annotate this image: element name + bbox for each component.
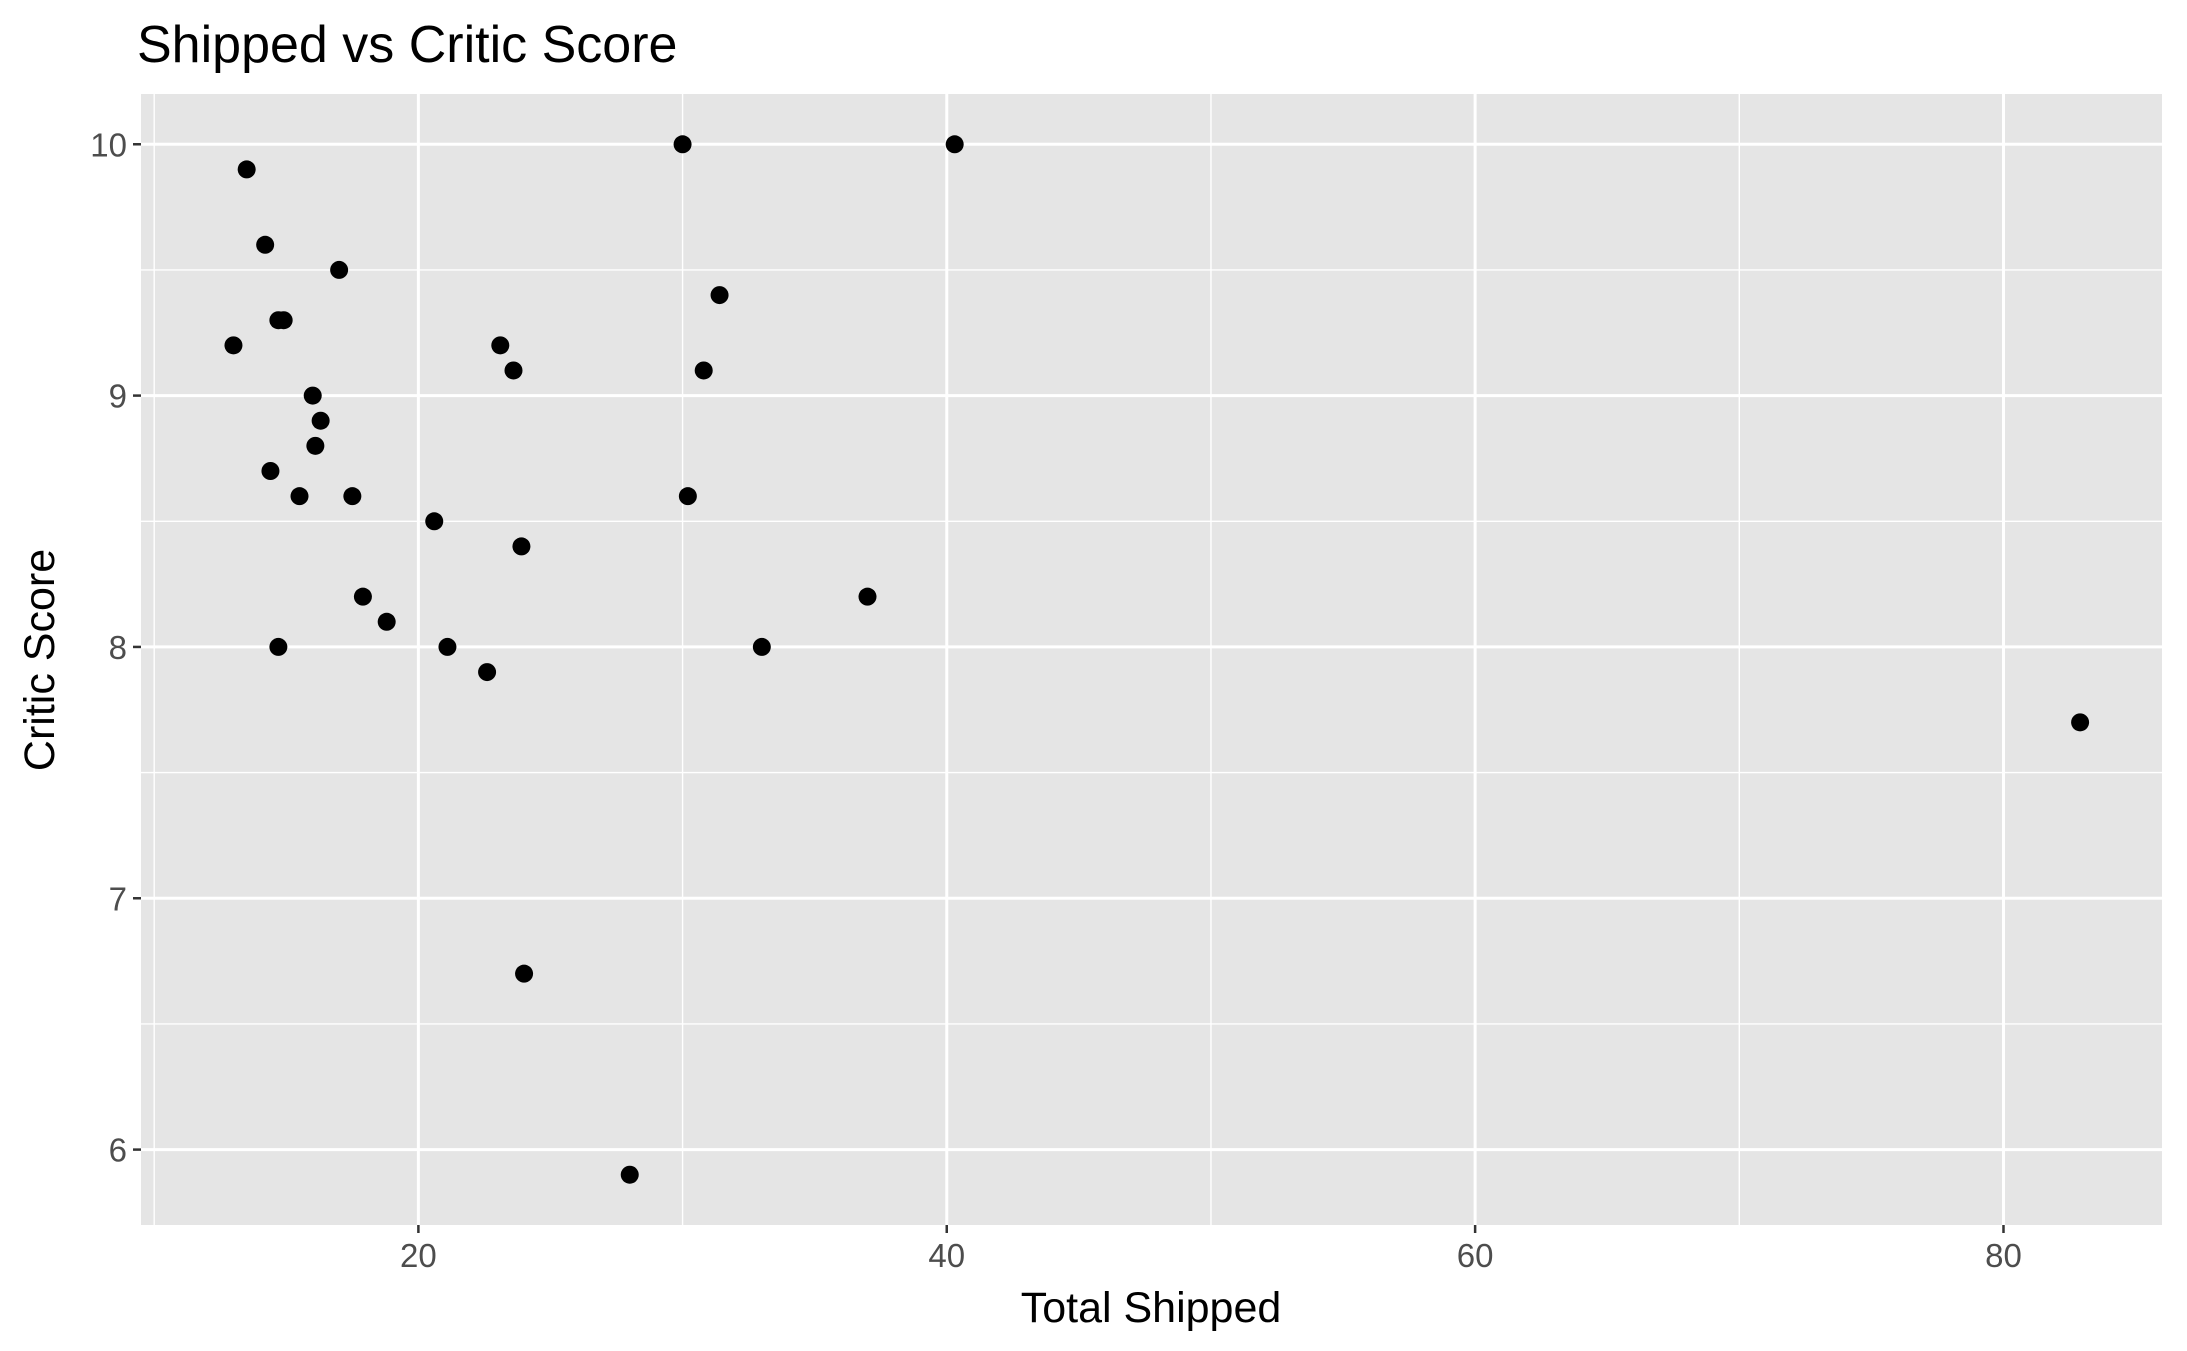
data-point (269, 637, 288, 656)
major-gridlines (141, 94, 2162, 1225)
data-point (377, 612, 396, 631)
data-point (256, 235, 275, 254)
data-point (752, 637, 771, 656)
x-tick-label: 60 (1457, 1237, 1494, 1274)
x-tick-label: 80 (1985, 1237, 2022, 1274)
data-points (224, 135, 2090, 1184)
y-tick-label: 10 (90, 126, 127, 163)
data-point (504, 361, 523, 380)
x-tick-label: 20 (400, 1237, 437, 1274)
data-point (274, 311, 293, 330)
data-point (330, 260, 349, 279)
data-point (261, 462, 280, 480)
data-point (858, 587, 877, 606)
data-point (478, 663, 497, 682)
y-axis: 6 7 8 9 10 (90, 126, 141, 1169)
data-point (678, 487, 697, 506)
y-tick-label: 9 (109, 378, 127, 415)
x-axis-label: Total Shipped (1021, 1284, 1282, 1332)
data-point (311, 411, 330, 430)
data-point (515, 964, 534, 983)
data-point (224, 336, 243, 355)
data-point (2071, 713, 2090, 732)
data-point (673, 135, 692, 154)
data-point (620, 1165, 639, 1184)
data-point (945, 135, 964, 154)
data-point (512, 537, 531, 556)
minor-gridlines (141, 94, 2162, 1225)
data-point (353, 587, 372, 606)
plot-panel (141, 94, 2162, 1225)
data-point (343, 487, 362, 506)
y-tick-label: 8 (109, 629, 127, 666)
data-point (306, 436, 325, 455)
y-tick-label: 7 (109, 880, 127, 917)
data-point (237, 160, 256, 179)
data-point (290, 487, 309, 506)
data-point (303, 386, 322, 405)
data-point (710, 286, 729, 305)
x-axis: 20 40 60 80 (400, 1225, 2022, 1274)
y-tick-label: 6 (109, 1132, 127, 1169)
data-point (425, 512, 444, 531)
data-point (491, 336, 510, 355)
data-point (694, 361, 713, 380)
chart-title: Shipped vs Critic Score (137, 16, 677, 74)
x-tick-label: 40 (928, 1237, 965, 1274)
y-axis-label: Critic Score (16, 549, 64, 771)
data-point (438, 637, 457, 656)
